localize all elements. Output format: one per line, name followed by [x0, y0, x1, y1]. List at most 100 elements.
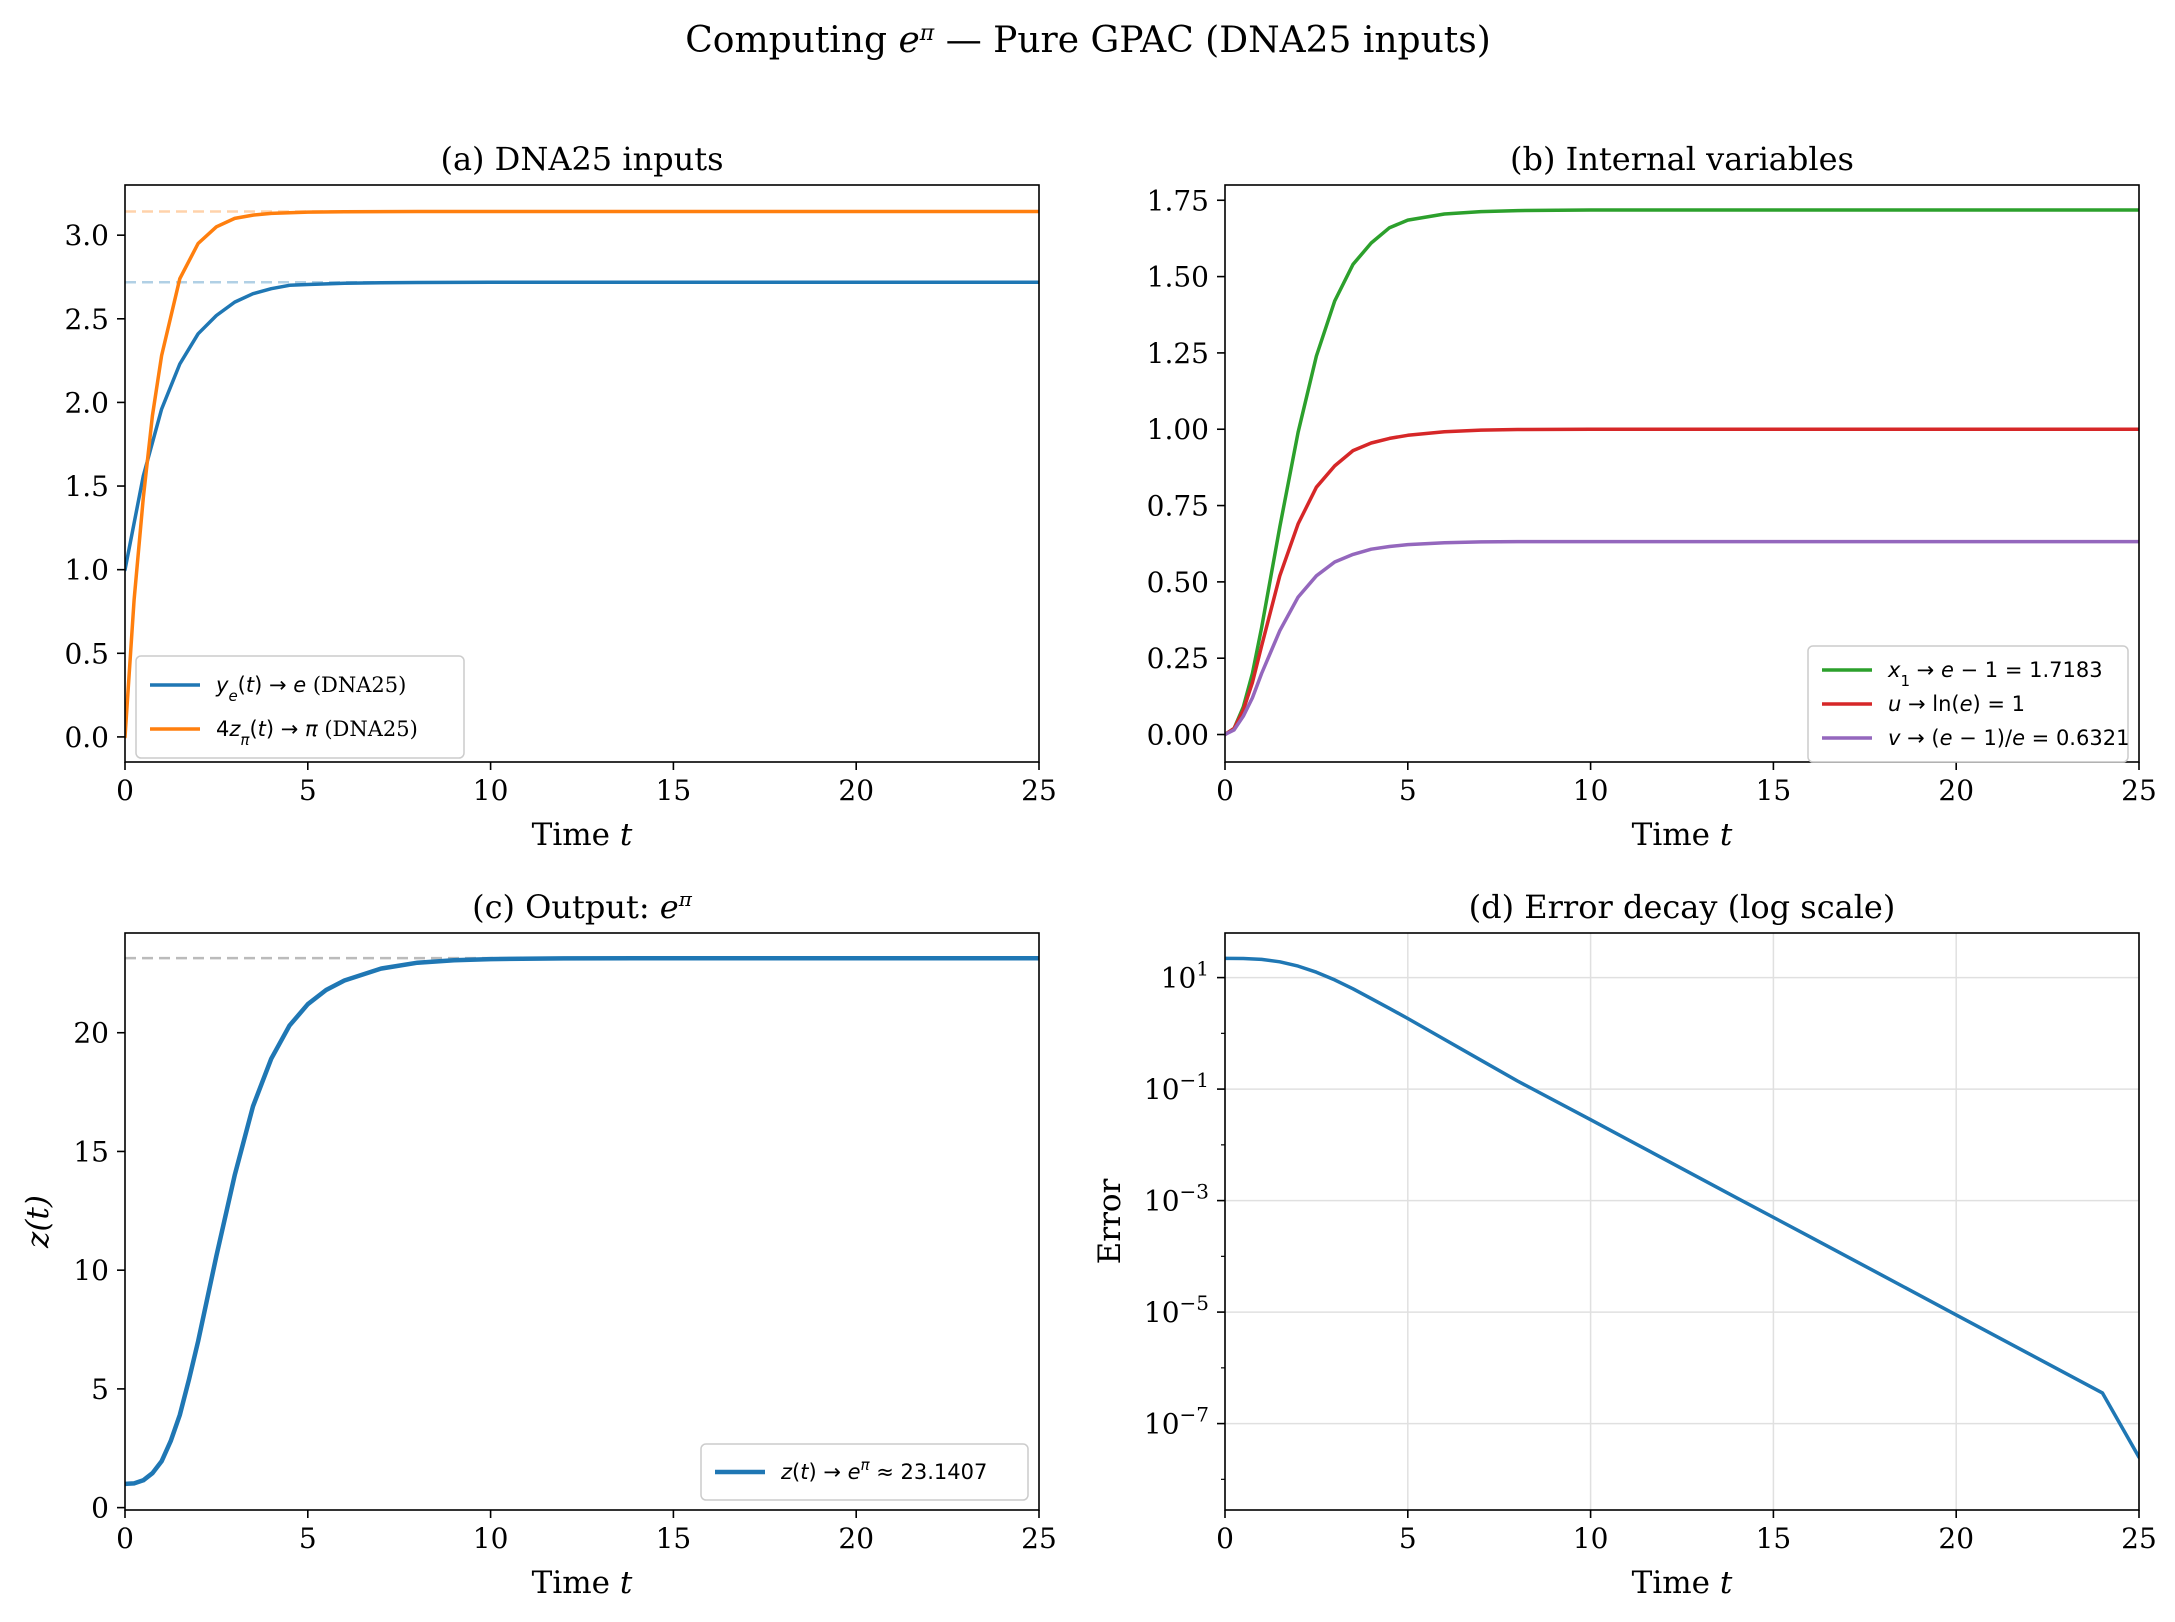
y-tick-label: 1.25 — [1147, 337, 1209, 370]
x-axis-label-part: t — [620, 817, 633, 853]
series-line-v — [1225, 539, 2139, 737]
legend-label-part: ) = 1 — [1973, 692, 2026, 716]
legend-label-part: → — [1910, 658, 1941, 682]
x-tick-label: 25 — [2121, 774, 2157, 807]
y-tick-label: 10 — [73, 1254, 109, 1287]
y-tick-label: 1.50 — [1147, 261, 1209, 294]
legend-label-part: ≈ 23.1407 — [870, 1460, 988, 1484]
x-tick-label: 20 — [838, 774, 874, 807]
panel-title: (d) Error decay (log scale) — [1469, 888, 1896, 926]
x-tick-label: 15 — [1756, 774, 1792, 807]
legend-label-part: z — [228, 717, 241, 741]
legend-label-part: u — [1888, 692, 1901, 716]
y-tick-label: 101 — [1161, 957, 1209, 995]
series-line-4zt — [125, 209, 1039, 739]
panel-title: (c) Output: eπ — [472, 887, 693, 926]
x-axis-label-part: Time — [532, 817, 620, 853]
panel-a-dna25-inputs: 0 5 10 15 20 25 0.0 0.5 1.0 1.5 2.0 2.5 3.0 (a) DNA25… — [64, 140, 1056, 853]
legend-label-part: = 0.6321 — [2025, 726, 2129, 750]
axes-frame — [124, 932, 1040, 1511]
x-axis-label-part: Time — [532, 1565, 620, 1601]
y-tick-label: 3.0 — [64, 219, 109, 252]
legend-label-part: 1 — [1900, 672, 1910, 690]
panel-title: (a) DNA25 inputs — [440, 140, 723, 178]
legend-box — [135, 655, 465, 759]
x-axis-label-part: t — [1720, 1565, 1733, 1601]
x-tick-label: 20 — [1938, 774, 1974, 807]
y-tick-label: 10−5 — [1144, 1291, 1209, 1329]
legend-box — [1807, 645, 2129, 763]
legend-label-part: π — [861, 1456, 871, 1474]
x-axis-label: Time t — [1632, 1565, 1733, 1601]
y-tick-base: 10 — [1161, 962, 1197, 995]
y-tick-label: 0.50 — [1147, 566, 1209, 599]
y-tick-label: 2.5 — [64, 303, 109, 336]
y-tick-label: 0.25 — [1147, 642, 1209, 675]
x-tick-label: 25 — [2121, 1522, 2157, 1555]
y-tick-label: 10−1 — [1144, 1068, 1209, 1106]
panel-b-internal-variables: 0 5 10 15 20 25 0.00 0.25 0.50 0.75 1.00 1.25 1.50 1.… — [1147, 140, 2157, 853]
series-line-zt — [125, 955, 1039, 1487]
y-tick-base: 10 — [1144, 1073, 1180, 1106]
axes-frame — [1224, 932, 2140, 1511]
x-tick-label: 25 — [1021, 774, 1057, 807]
legend-label: v → (e − 1)/e = 0.6321 — [1888, 726, 2129, 750]
y-tick-exponent: −7 — [1180, 1403, 1209, 1427]
x-tick-label: 10 — [473, 774, 509, 807]
legend-label-part: e — [1940, 726, 1953, 750]
legend-label-part: ( — [238, 673, 246, 697]
legend-label-part: ) → — [808, 1460, 847, 1484]
y-tick-label: 1.5 — [64, 470, 109, 503]
y-tick-label: 0.5 — [64, 637, 109, 670]
y-tick-label: 20 — [73, 1017, 109, 1050]
x-tick-label: 5 — [1399, 1522, 1417, 1555]
y-tick-base: 10 — [1144, 1296, 1180, 1329]
y-tick-label: 1.0 — [64, 554, 109, 587]
x-axis-label-part: Time — [1632, 817, 1720, 853]
x-tick-label: 15 — [1756, 1522, 1792, 1555]
axes-frame — [1224, 184, 2140, 763]
x-tick-label: 15 — [656, 1522, 692, 1555]
legend-label-part: ) → — [266, 717, 305, 741]
legend-label-part: v — [1888, 726, 1901, 750]
x-axis-label: Time t — [532, 1565, 633, 1601]
x-tick-label: 0 — [1216, 1522, 1234, 1555]
y-tick-label: 1.00 — [1147, 413, 1209, 446]
y-tick-label: 2.0 — [64, 386, 109, 419]
y-tick-label: 0.0 — [64, 721, 109, 754]
x-tick-label: 0 — [1216, 774, 1234, 807]
series-line-yet — [125, 280, 1039, 572]
figure-title: Computing eπ — Pure GPAC (DNA25 inputs) — [685, 20, 1491, 61]
legend-label-part: ( — [249, 717, 257, 741]
x-tick-label: 5 — [1399, 774, 1417, 807]
legend-label-part: e — [1960, 692, 1973, 716]
legend-label-part: e — [293, 673, 306, 697]
legend-label-part: t — [258, 717, 267, 741]
legend-label: u → ln(e) = 1 — [1888, 692, 2025, 716]
legend-label-part: − 1)/ — [1953, 726, 2014, 750]
y-tick-exponent: −3 — [1180, 1180, 1209, 1204]
y-tick-exponent: 1 — [1196, 957, 1209, 981]
legend-label-part: e — [848, 1460, 861, 1484]
series-line-x1 — [1225, 208, 2139, 737]
y-tick-label: 10−3 — [1144, 1180, 1209, 1218]
legend-label-part: e — [1941, 658, 1954, 682]
legend-label-part: x — [1887, 658, 1901, 682]
legend-label: ye(t) → e (DNA25) — [215, 673, 406, 705]
x-axis-label-part: t — [620, 1565, 633, 1601]
x-axis-label-part: Time — [1632, 1565, 1720, 1601]
x-tick-label: 15 — [656, 774, 692, 807]
y-axis-label: Error — [1092, 1178, 1128, 1264]
y-tick-base: 10 — [1144, 1185, 1180, 1218]
legend-label: z(t) → eπ ≈ 23.1407 — [780, 1456, 987, 1484]
legend-label-part: e — [2012, 726, 2025, 750]
y-tick-label: 0 — [91, 1492, 109, 1525]
x-tick-label: 5 — [299, 1522, 317, 1555]
legend-label-part: − 1 = 1.7183 — [1954, 658, 2103, 682]
x-tick-label: 20 — [1938, 1522, 1974, 1555]
y-tick-label: 1.75 — [1147, 184, 1209, 217]
x-tick-label: 0 — [116, 774, 134, 807]
y-tick-label: 0.75 — [1147, 490, 1209, 523]
